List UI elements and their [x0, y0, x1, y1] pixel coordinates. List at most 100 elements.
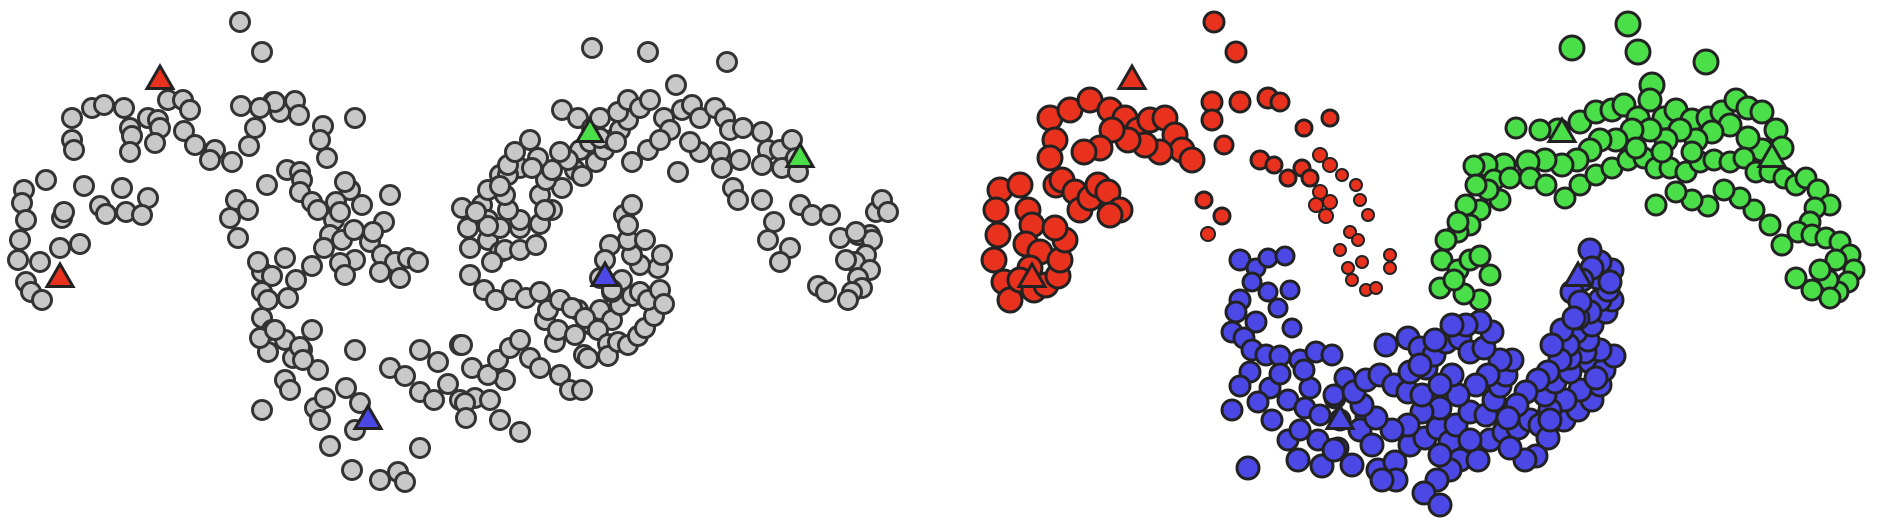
scatter-point — [319, 435, 341, 457]
centroid-marker — [1116, 63, 1148, 91]
centroid-marker — [44, 261, 76, 289]
scatter-point-green — [1758, 213, 1782, 237]
scatter-point-red — [1224, 40, 1248, 64]
scatter-point-red — [1383, 261, 1397, 275]
scatter-point-green — [1468, 244, 1492, 268]
scatter-point — [313, 237, 335, 259]
scatter-point-red — [1341, 261, 1355, 275]
scatter-point — [477, 215, 499, 237]
scatter-point-blue — [1339, 452, 1365, 478]
scatter-point-blue — [1539, 332, 1565, 358]
scatter-point — [335, 377, 357, 399]
scatter-point — [274, 247, 296, 269]
scatter-point — [247, 251, 269, 273]
scatter-point — [111, 177, 133, 199]
scatter-point-green — [1692, 48, 1720, 76]
scatter-point-blue — [1422, 327, 1448, 353]
scatter-point — [344, 107, 366, 129]
scatter-point-red — [1333, 243, 1347, 257]
scatter-point-green — [1770, 233, 1794, 257]
scatter-point-green — [1808, 258, 1832, 282]
scatter-point — [93, 94, 115, 116]
scatter-point-green — [1568, 173, 1592, 197]
scatter-point — [529, 281, 551, 303]
scatter-point-green — [1784, 266, 1808, 290]
scatter-point — [369, 469, 391, 491]
scatter-point — [309, 409, 331, 431]
scatter-point — [307, 199, 329, 221]
scatter-point-green — [1712, 178, 1736, 202]
scatter-point — [351, 194, 373, 216]
scatter-point-green — [1446, 210, 1470, 234]
scatter-point — [727, 189, 749, 211]
scatter-point — [61, 107, 83, 129]
scatter-point-blue — [1257, 281, 1279, 303]
scatter-point — [63, 139, 85, 161]
scatter-point-red — [1322, 194, 1338, 210]
centroid-marker — [1756, 141, 1788, 169]
scatter-point — [564, 324, 586, 346]
scatter-point — [477, 364, 499, 386]
scatter-point-red — [1178, 146, 1206, 174]
scatter-panel-unlabeled — [7, 11, 899, 493]
scatter-point — [334, 264, 356, 286]
scatter-point-blue — [1427, 442, 1453, 468]
scatter-point-blue — [1561, 305, 1587, 331]
scatter-point-blue — [1285, 447, 1311, 473]
scatter-point — [389, 267, 411, 289]
scatter-point — [227, 227, 249, 249]
scatter-point-red — [1041, 214, 1069, 242]
scatter-point — [509, 421, 531, 443]
scatter-point — [455, 407, 477, 429]
scatter-point-blue — [1246, 390, 1270, 414]
centroid-marker — [1324, 403, 1356, 431]
scatter-point — [256, 174, 278, 196]
scatter-point — [451, 334, 473, 356]
scatter-point — [344, 339, 366, 361]
centroid-marker — [1546, 116, 1578, 144]
scatter-point-blue — [1495, 405, 1521, 431]
scatter-point-blue — [1274, 245, 1296, 267]
scatter-point — [95, 203, 117, 225]
scatter-point — [144, 132, 166, 154]
scatter-point-blue — [1373, 332, 1399, 358]
scatter-point — [485, 289, 507, 311]
scatter-point-blue — [1279, 279, 1301, 301]
scatter-point — [525, 234, 547, 256]
scatter-point — [665, 74, 687, 96]
scatter-point-green — [1504, 116, 1528, 140]
scatter-point — [409, 437, 431, 459]
scatter-point-blue — [1292, 358, 1316, 382]
scatter-point — [249, 97, 271, 119]
scatter-panel-clustered — [980, 10, 1866, 518]
scatter-point — [329, 201, 351, 223]
scatter-point-blue — [1320, 343, 1344, 367]
scatter-point — [334, 171, 356, 193]
scatter-point — [349, 392, 371, 414]
scatter-point-red — [1200, 108, 1224, 132]
scatter-point — [571, 165, 593, 187]
scatter-point — [7, 249, 29, 271]
scatter-point — [316, 147, 338, 169]
scatter-point — [845, 221, 867, 243]
scatter-point-blue — [1407, 352, 1433, 378]
scatter-point-blue — [1268, 362, 1292, 386]
scatter-point — [369, 261, 391, 283]
scatter-point-red — [982, 196, 1010, 224]
scatter-point-green — [1430, 248, 1454, 272]
scatter-point-blue — [1439, 312, 1465, 338]
scatter-point — [877, 201, 899, 223]
scatter-point-red — [1320, 108, 1340, 128]
scatter-point — [179, 99, 201, 121]
scatter-point-blue — [1583, 365, 1609, 391]
scatter-point — [815, 281, 837, 303]
scatter-point — [667, 161, 689, 183]
scatter-point-red — [1312, 147, 1328, 163]
scatter-point-red — [1349, 178, 1363, 192]
scatter-point-green — [1442, 268, 1466, 292]
centroid-marker — [784, 141, 816, 169]
scatter-point — [801, 204, 823, 226]
scatter-point — [679, 131, 701, 153]
scatter-point-green — [1749, 99, 1775, 125]
scatter-point — [639, 89, 661, 111]
